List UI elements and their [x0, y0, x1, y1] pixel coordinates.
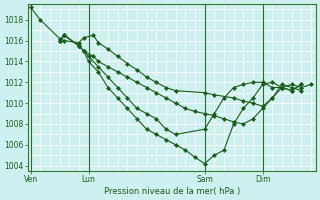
X-axis label: Pression niveau de la mer( hPa ): Pression niveau de la mer( hPa ): [104, 187, 240, 196]
